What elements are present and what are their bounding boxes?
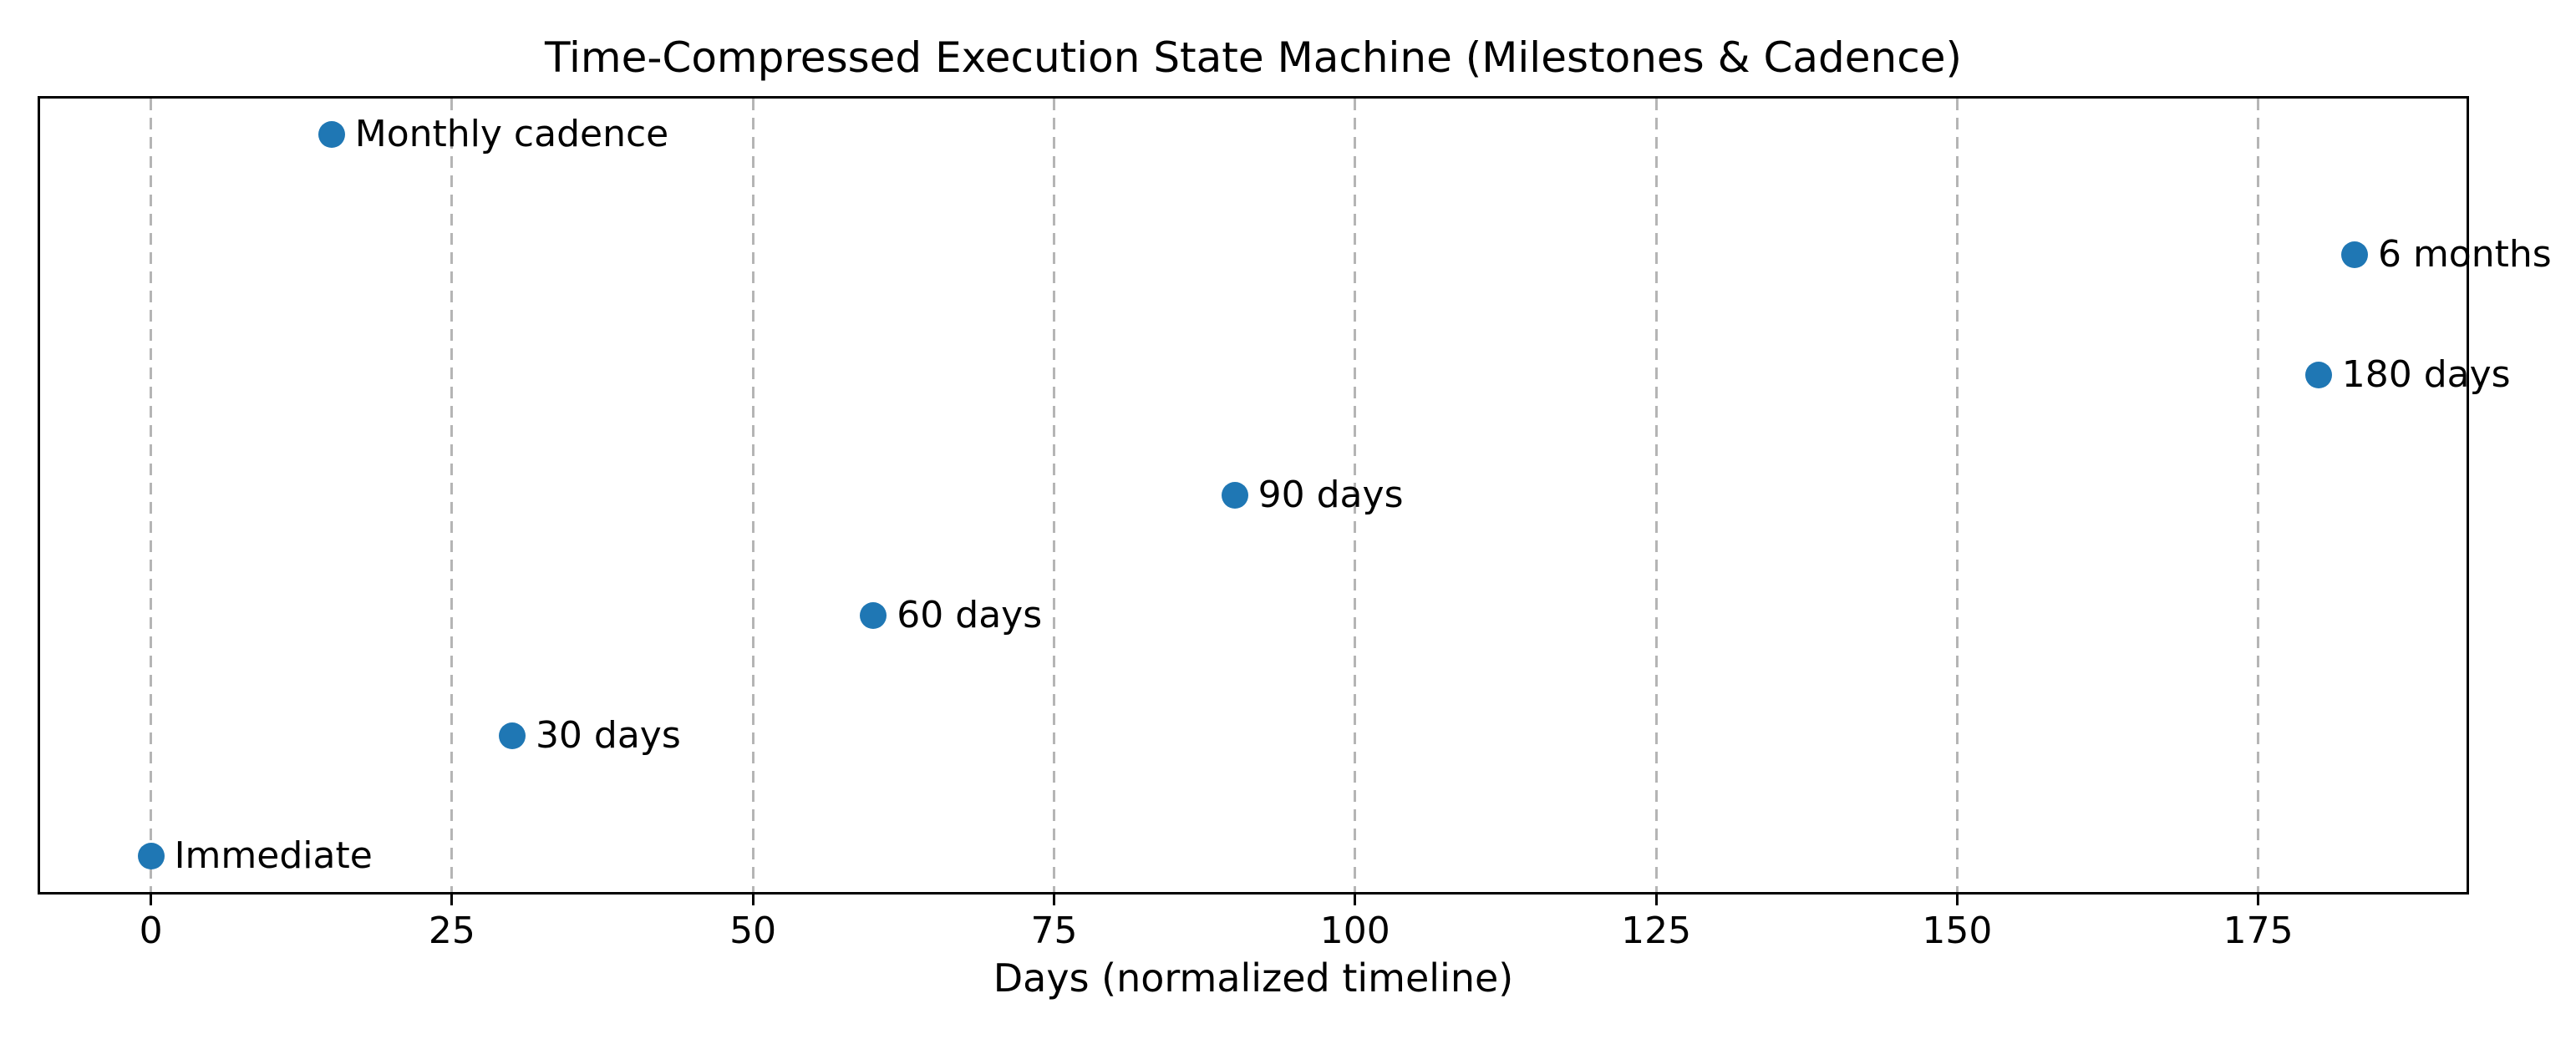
data-point xyxy=(318,121,345,149)
point-label: 6 months xyxy=(2377,233,2552,276)
data-point xyxy=(1221,482,1248,509)
gridline xyxy=(2257,99,2260,892)
point-label: 30 days xyxy=(535,713,681,757)
x-tick-label: 100 xyxy=(1319,910,1390,952)
point-label: 90 days xyxy=(1258,474,1404,516)
data-point xyxy=(137,842,165,869)
x-tick-label: 0 xyxy=(139,910,163,952)
x-tick-label: 75 xyxy=(1030,910,1078,952)
point-label: 180 days xyxy=(2341,353,2511,397)
point-label: 60 days xyxy=(897,593,1043,636)
gridline xyxy=(1354,99,1357,892)
gridline xyxy=(1654,99,1658,892)
data-point xyxy=(498,722,526,749)
plot-area: 0 25 50 75 100 125 150 175 Immediate 30 days 60 da… xyxy=(38,96,2552,950)
x-tick-label: 125 xyxy=(1621,910,1692,952)
data-point xyxy=(860,601,887,629)
gridline xyxy=(1052,99,1055,892)
point-label: Monthly cadence xyxy=(354,113,669,156)
x-axis-label: Days (normalized timeline) xyxy=(993,955,1514,1001)
gridline xyxy=(450,99,454,892)
x-tick-mark xyxy=(751,892,755,905)
x-tick-label: 25 xyxy=(428,910,475,952)
data-point xyxy=(2304,362,2332,389)
x-tick-mark xyxy=(1654,892,1658,905)
x-tick-mark xyxy=(2257,892,2260,905)
point-label: Immediate xyxy=(174,834,373,877)
x-tick-mark xyxy=(1955,892,1959,905)
x-tick-mark xyxy=(150,892,153,905)
gridline xyxy=(1955,99,1959,892)
x-tick-mark xyxy=(1052,892,1055,905)
data-point xyxy=(2340,241,2368,269)
x-tick-label: 175 xyxy=(2223,910,2294,952)
x-tick-mark xyxy=(450,892,454,905)
x-tick-label: 150 xyxy=(1922,910,1993,952)
x-tick-label: 50 xyxy=(729,910,777,952)
gridline xyxy=(751,99,755,892)
chart-title: Time-Compressed Execution State Machine … xyxy=(545,33,1962,82)
x-tick-mark xyxy=(1354,892,1357,905)
gridline xyxy=(150,99,153,892)
